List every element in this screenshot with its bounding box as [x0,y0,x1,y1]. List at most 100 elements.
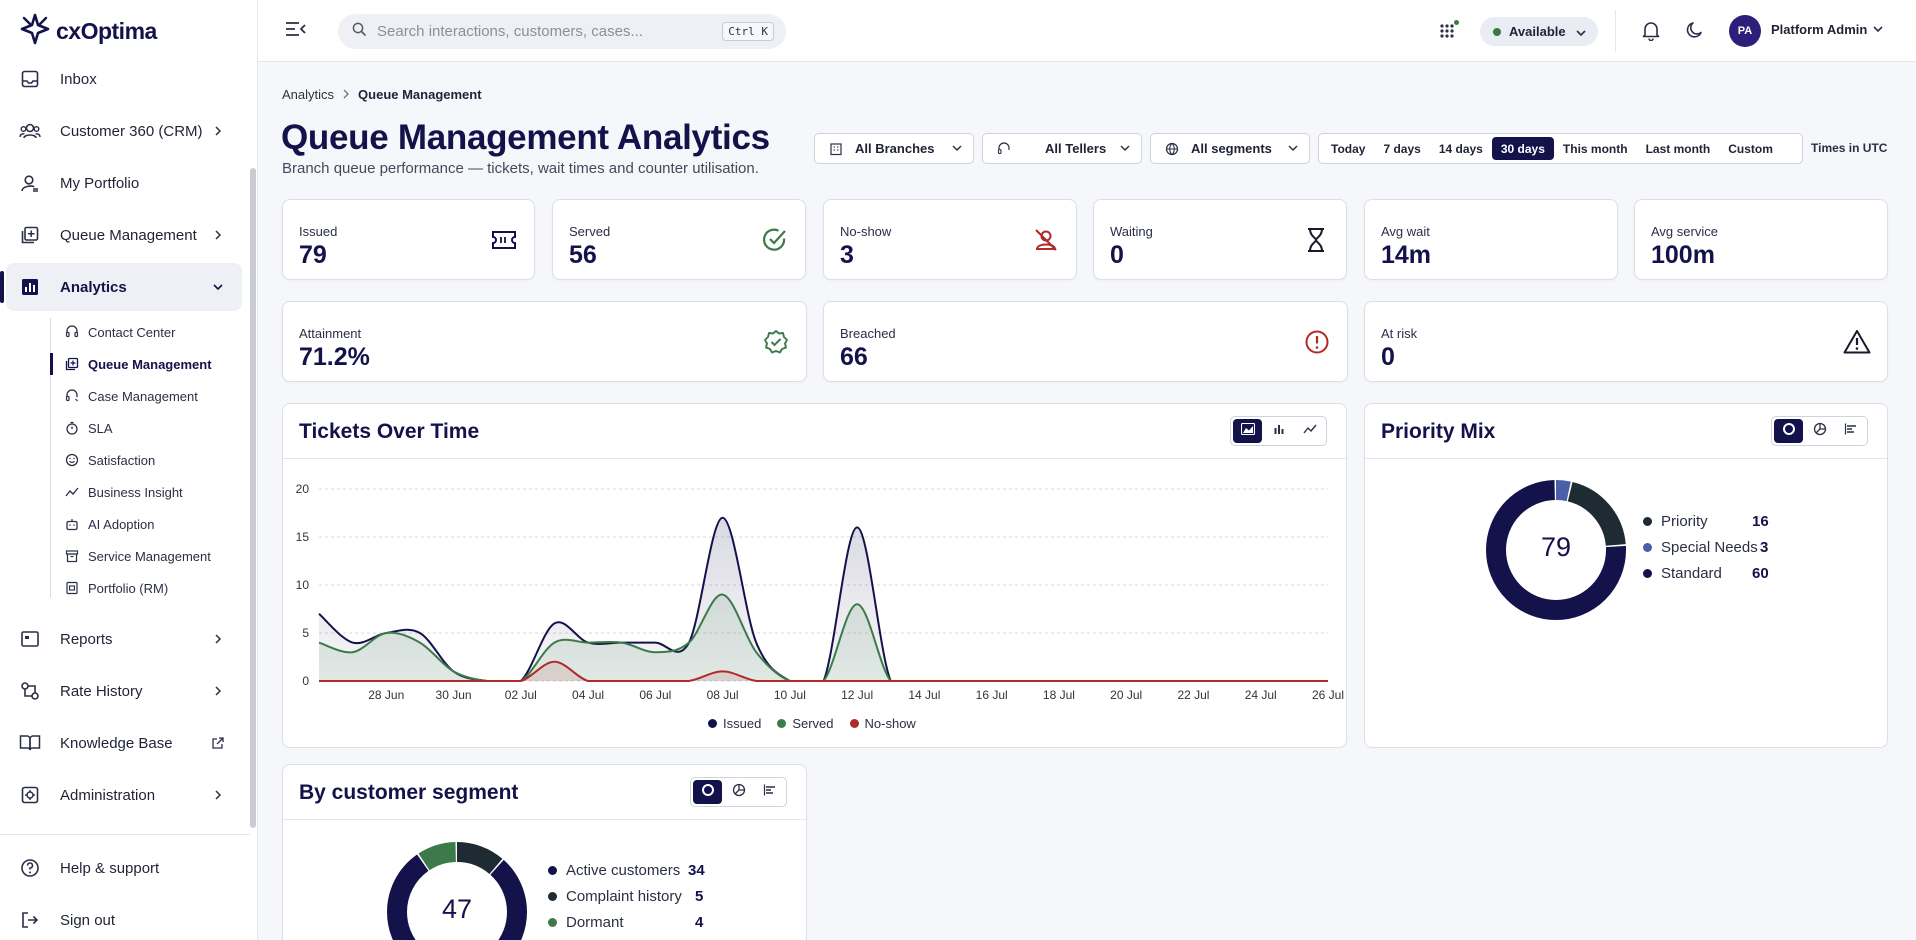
chevron-right-icon [210,683,226,699]
donut-chart-button[interactable] [1774,419,1803,443]
submenu-business-insight[interactable]: Business Insight [52,477,242,507]
legend-swatch [1643,516,1652,526]
kpi-label: Served [569,224,611,239]
area-chart-icon [1240,422,1255,440]
line-chart-button[interactable] [1295,419,1324,443]
pie-chart-button[interactable] [724,780,753,804]
sidebar-item-knowledge-base[interactable]: Knowledge Base [6,719,242,767]
range-custom[interactable]: Custom [1728,141,1773,156]
bar-chart-button[interactable] [1264,419,1293,443]
legend-item[interactable]: Priority 16 [1643,508,1783,534]
users-icon [18,119,42,143]
horizontal-bar-button[interactable] [755,780,784,804]
sign-out-link[interactable]: Sign out [6,896,242,940]
x-tick-label: 26 Jul [1312,688,1344,702]
queue-icon [64,356,80,372]
submenu-label: Queue Management [88,356,212,372]
donut-chart-button[interactable] [693,780,722,804]
kpi-card-breached: Breached 66 [823,301,1348,382]
user-menu-chevron-icon[interactable] [1872,22,1884,40]
legend-item[interactable]: Special Needs 3 [1643,534,1783,560]
kpi-card-avg-wait: Avg wait 14m [1364,199,1618,280]
sidebar-footer: Help & support Sign out [0,834,250,929]
sidebar: cxOptima Inbox Customer 360 (CRM) My Por… [0,0,258,940]
customer-segment-donut [387,842,527,940]
apps-launcher-button[interactable] [1438,20,1460,42]
donut-slice-special-needs[interactable] [1486,480,1626,620]
chevron-right-icon [210,787,226,803]
legend-item[interactable]: Issued [708,716,761,731]
series-area-served [319,594,1328,681]
sidebar-item-rate-history[interactable]: Rate History [6,667,242,715]
availability-status-dropdown[interactable]: Available [1480,17,1598,46]
legend-label: Issued [723,716,762,731]
global-search[interactable]: Ctrl K [338,14,786,49]
teller-filter-dropdown[interactable]: All Tellers [982,133,1142,164]
submenu-satisfaction[interactable]: Satisfaction [52,445,242,475]
sidebar-item-reports[interactable]: Reports [6,615,242,663]
legend-item[interactable]: Dormant 4 [548,909,728,935]
kpi-label: No-show [840,224,892,239]
submenu-contact-center[interactable]: Contact Center [52,317,242,347]
sidebar-item-inbox[interactable]: Inbox [6,55,242,103]
submenu-label: SLA [88,420,113,436]
legend-item[interactable]: Active customers 34 [548,857,728,883]
submenu-queue-management[interactable]: Queue Management [50,349,242,379]
legend-item[interactable]: Standard 60 [1643,560,1783,586]
user-name[interactable]: Platform Admin [1771,22,1868,37]
notifications-button[interactable] [1640,19,1662,46]
avatar[interactable]: PA [1729,15,1761,47]
range-this-month[interactable]: This month [1562,141,1628,156]
kpi-value: 0 [1110,241,1124,269]
legend-item[interactable]: Complaint history 5 [548,883,728,909]
brand-logo[interactable]: cxOptima [20,13,157,48]
series-line-no-show[interactable] [319,660,1328,682]
check-circle-icon [761,226,789,254]
teller-filter-label: All Tellers [1045,141,1107,156]
sidebar-item-portfolio[interactable]: My Portfolio [6,159,242,207]
submenu-case-management[interactable]: Case Management [52,381,242,411]
moon-icon [1684,22,1706,45]
submenu-label: Satisfaction [88,452,156,468]
page-subtitle: Branch queue performance — tickets, wait… [282,160,759,177]
series-line-served[interactable] [318,593,1328,682]
kpi-card-avg-service: Avg service 100m [1634,199,1888,280]
x-tick-label: 30 Jun [436,688,472,702]
donut-slice-active-customers[interactable] [387,842,527,940]
branch-filter-dropdown[interactable]: All Branches [814,133,974,164]
area-chart-button[interactable] [1233,419,1262,443]
theme-toggle-button[interactable] [1684,19,1706,46]
donut-slice-standard[interactable] [1486,480,1626,620]
help-support-link[interactable]: Help & support [6,844,242,892]
legend-item[interactable]: No-show [849,716,916,731]
kpi-value: 79 [299,241,327,269]
collapse-menu-button[interactable] [284,19,308,43]
range-today[interactable]: Today [1331,141,1366,156]
sidebar-item-crm[interactable]: Customer 360 (CRM) [6,107,242,155]
submenu-sla[interactable]: SLA [52,413,242,443]
sidebar-item-analytics[interactable]: Analytics [0,263,242,311]
submenu-service-management[interactable]: Service Management [52,541,242,571]
sidebar-item-administration[interactable]: Administration [6,771,242,819]
search-input[interactable] [377,23,717,40]
legend-value: 5 [695,887,704,905]
sidebar-item-queue[interactable]: Queue Management [6,211,242,259]
card-divider [283,819,806,820]
horizontal-bar-button[interactable] [1836,419,1865,443]
series-line-issued[interactable] [318,516,1328,682]
legend-label: Active customers [566,861,681,879]
donut-slice-complaint-history[interactable] [387,842,527,940]
submenu-ai-adoption[interactable]: AI Adoption [52,509,242,539]
range-30-days[interactable]: 30 days [1491,137,1554,160]
legend-item[interactable]: Served [777,716,834,731]
range-14-days[interactable]: 14 days [1438,141,1483,156]
range-7-days[interactable]: 7 days [1383,141,1421,156]
segment-filter-dropdown[interactable]: All segments [1150,133,1310,164]
submenu-portfolio-rm[interactable]: Portfolio (RM) [52,573,242,603]
sidebar-scrollbar[interactable] [250,168,256,828]
breadcrumb-root[interactable]: Analytics [282,87,335,102]
sign-out-label: Sign out [60,911,116,929]
x-tick-label: 24 Jul [1245,688,1277,702]
range-last-month[interactable]: Last month [1645,141,1711,156]
pie-chart-button[interactable] [1805,419,1834,443]
